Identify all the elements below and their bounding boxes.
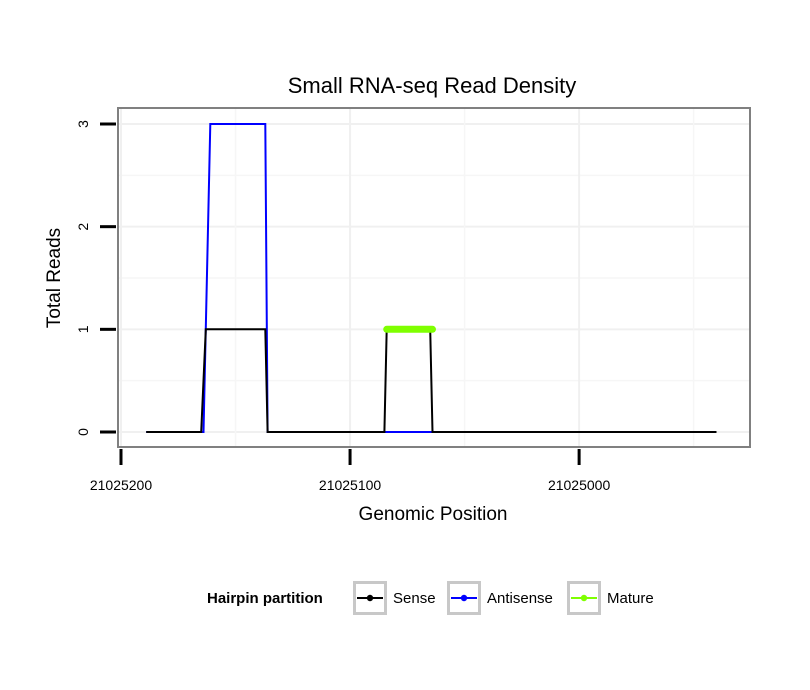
grid-lines bbox=[118, 108, 750, 447]
x-tick-label: 21025200 bbox=[90, 477, 153, 493]
legend-item-mature: Mature bbox=[567, 581, 654, 615]
legend-item-sense: Sense bbox=[353, 581, 436, 615]
legend-key-point bbox=[580, 594, 588, 602]
x-axis: 21025200 21025100 21025000 bbox=[90, 449, 611, 493]
y-axis-title: Total Reads bbox=[44, 228, 65, 328]
y-tick-label: 2 bbox=[75, 223, 91, 231]
legend-label-antisense: Antisense bbox=[487, 590, 553, 607]
series-lines bbox=[146, 123, 717, 433]
legend-key-point bbox=[460, 594, 468, 602]
x-tick-label: 21025100 bbox=[319, 477, 382, 493]
y-tick-label: 3 bbox=[75, 120, 91, 128]
legend-item-antisense: Antisense bbox=[447, 581, 553, 615]
x-axis-title: Genomic Position bbox=[359, 504, 508, 525]
legend-label-sense: Sense bbox=[393, 590, 436, 607]
legend: Hairpin partition Sense Antisense Mature bbox=[207, 581, 654, 615]
series-line-sense bbox=[146, 328, 717, 433]
y-tick-label: 1 bbox=[75, 325, 91, 333]
chart-title: Small RNA-seq Read Density bbox=[288, 73, 577, 98]
y-tick-label: 0 bbox=[75, 428, 91, 436]
legend-key-point bbox=[366, 594, 374, 602]
x-tick-label: 21025000 bbox=[548, 477, 611, 493]
plot-panel-border bbox=[117, 107, 751, 448]
legend-title: Hairpin partition bbox=[207, 590, 323, 607]
legend-label-mature: Mature bbox=[607, 590, 654, 607]
y-axis: 0 1 2 3 bbox=[75, 120, 116, 436]
